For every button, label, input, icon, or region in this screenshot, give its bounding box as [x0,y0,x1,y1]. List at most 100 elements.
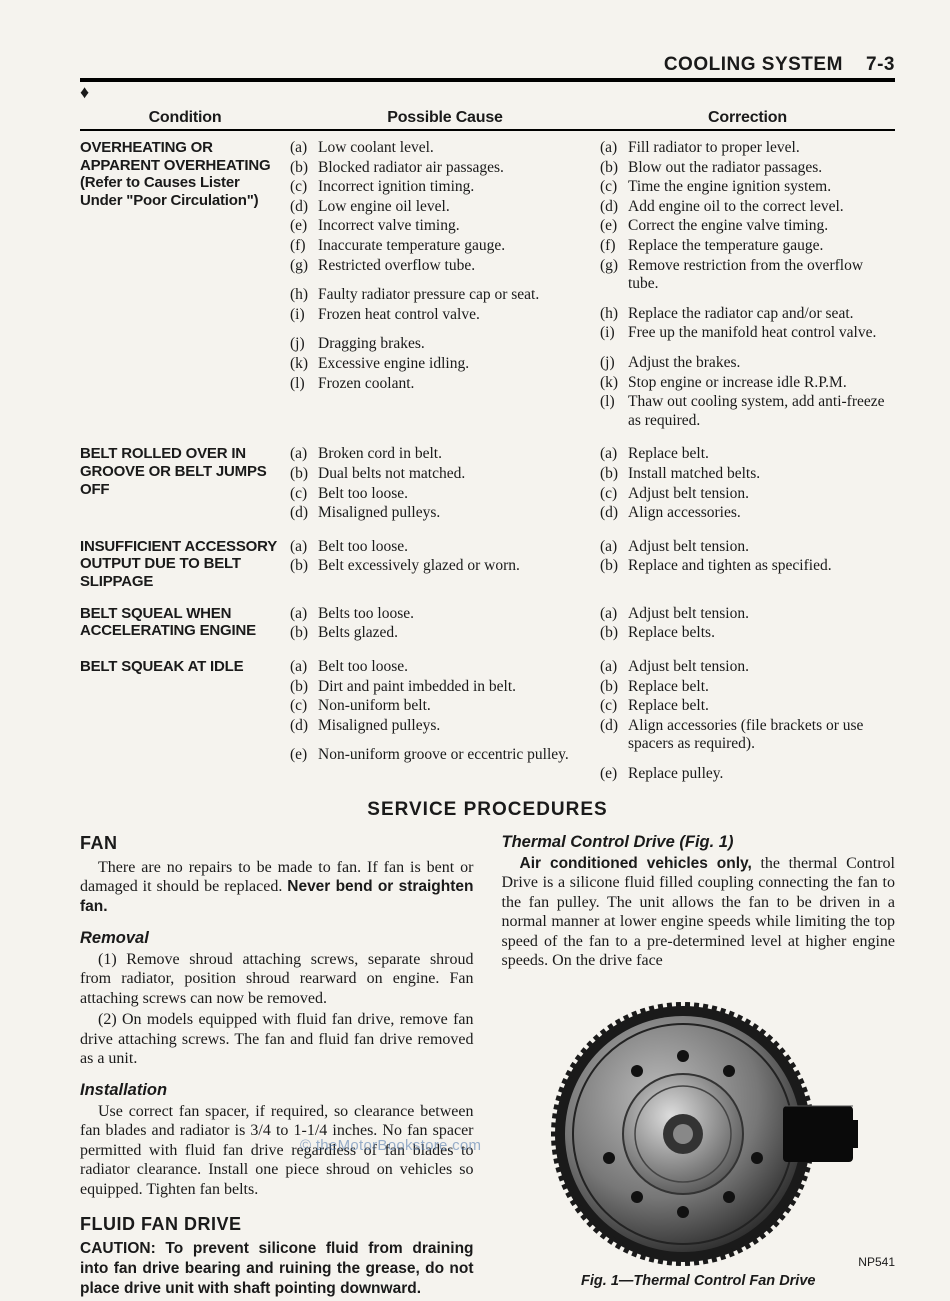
condition-cell: BELT SQUEAL WHEN ACCELERATING ENGINE [80,605,290,644]
trouble-row: INSUFFICIENT ACCESSORY OUTPUT DUE TO BEL… [80,538,895,591]
correction-item: (c)Replace belt. [600,697,895,716]
fluid-fan-drive-heading: FLUID FAN DRIVE [80,1214,474,1235]
correction-item: (i)Free up the manifold heat control val… [600,324,895,343]
correction-item: (d)Add engine oil to the correct level. [600,198,895,217]
correction-item: (e)Correct the engine valve timing. [600,217,895,236]
trouble-row: BELT SQUEAL WHEN ACCELERATING ENGINE(a)B… [80,605,895,644]
correction-cell: (a)Adjust belt tension.(b)Replace and ti… [600,538,895,591]
cause-item: (g)Restricted overflow tube. [290,257,582,276]
condition-cell: BELT SQUEAK AT IDLE [80,658,290,785]
cause-item: (b)Dirt and paint imbedded in belt. [290,678,582,697]
removal-step-1: (1) Remove shroud attaching screws, sepa… [80,950,474,1009]
correction-item: (c)Time the engine ignition system. [600,178,895,197]
correction-item: (a)Adjust belt tension. [600,605,895,624]
trouble-row: BELT ROLLED OVER IN GROOVE OR BELT JUMPS… [80,445,895,523]
cause-item: (i)Frozen heat control valve. [290,306,582,325]
correction-item: (a)Replace belt. [600,445,895,464]
header-diamond-icon: ♦ [80,82,89,103]
correction-item: (a)Adjust belt tension. [600,538,895,557]
removal-step-2: (2) On models equipped with fluid fan dr… [80,1010,474,1069]
condition-cell: OVERHEATING OR APPARENT OVERHEATING (Ref… [80,139,290,431]
correction-cell: (a)Replace belt.(b)Install matched belts… [600,445,895,523]
header-section-label: COOLING SYSTEM 7-3 [656,54,895,76]
cause-item: (b)Belts glazed. [290,624,582,643]
cause-item: (a)Low coolant level. [290,139,582,158]
cause-item: (l)Frozen coolant. [290,375,582,394]
correction-item: (d)Align accessories. [600,504,895,523]
cause-cell: (a)Belts too loose.(b)Belts glazed. [290,605,600,644]
installation-heading: Installation [80,1081,474,1100]
thermal-control-paragraph: Air conditioned vehicles only, the therm… [502,854,896,971]
thermal-control-heading: Thermal Control Drive (Fig. 1) [502,833,896,852]
cause-item: (a)Belts too loose. [290,605,582,624]
correction-item: (b)Install matched belts. [600,465,895,484]
fan-intro-paragraph: There are no repairs to be made to fan. … [80,858,474,917]
cause-item: (f)Inaccurate temperature gauge. [290,237,582,256]
cause-item: (e)Incorrect valve timing. [290,217,582,236]
correction-item: (l)Thaw out cooling system, add anti-fre… [600,393,895,430]
cause-item: (e)Non-uniform groove or eccentric pulle… [290,746,582,765]
cause-item: (j)Dragging brakes. [290,335,582,354]
correction-item: (k)Stop engine or increase idle R.P.M. [600,374,895,393]
fan-heading: FAN [80,833,474,854]
col-header-cause: Possible Cause [290,109,600,127]
correction-cell: (a)Fill radiator to proper level.(b)Blow… [600,139,895,431]
correction-cell: (a)Adjust belt tension.(b)Replace belts. [600,605,895,644]
correction-item: (a)Adjust belt tension. [600,658,895,677]
trouble-row: BELT SQUEAK AT IDLE(a)Belt too loose.(b)… [80,658,895,785]
cause-item: (h)Faulty radiator pressure cap or seat. [290,286,582,305]
cause-cell: (a)Belt too loose.(b)Belt excessively gl… [290,538,600,591]
right-column: Thermal Control Drive (Fig. 1) Air condi… [502,833,896,1301]
troubleshooting-table: OVERHEATING OR APPARENT OVERHEATING (Ref… [80,139,895,785]
condition-cell: BELT ROLLED OVER IN GROOVE OR BELT JUMPS… [80,445,290,523]
cause-cell: (a)Belt too loose.(b)Dirt and paint imbe… [290,658,600,785]
cause-item: (c)Incorrect ignition timing. [290,178,582,197]
trouble-row: OVERHEATING OR APPARENT OVERHEATING (Ref… [80,139,895,431]
section-title: COOLING SYSTEM [664,54,843,75]
correction-item: (j)Adjust the brakes. [600,354,895,373]
correction-item: (g)Remove restriction from the overflow … [600,257,895,294]
cause-item: (c)Non-uniform belt. [290,697,582,716]
left-column: FAN There are no repairs to be made to f… [80,833,474,1301]
correction-item: (b)Replace and tighten as specified. [600,557,895,576]
figure-1: NP541 Fig. 1—Thermal Control Fan Drive [502,979,896,1299]
figure-code: NP541 [858,1255,895,1269]
cause-item: (b)Dual belts not matched. [290,465,582,484]
cause-item: (b)Blocked radiator air passages. [290,159,582,178]
fluid-fan-caution: CAUTION: To prevent silicone fluid from … [80,1239,474,1299]
col-header-correction: Correction [600,109,895,127]
correction-item: (d)Align accessories (file brackets or u… [600,717,895,754]
cause-item: (d)Misaligned pulleys. [290,504,582,523]
removal-heading: Removal [80,929,474,948]
correction-item: (h)Replace the radiator cap and/or seat. [600,305,895,324]
col-header-condition: Condition [80,109,290,127]
service-procedures-body: FAN There are no repairs to be made to f… [80,833,895,1301]
correction-item: (a)Fill radiator to proper level. [600,139,895,158]
cause-item: (k)Excessive engine idling. [290,355,582,374]
correction-item: (c)Adjust belt tension. [600,485,895,504]
watermark: © theMotorBookstore.com [300,1137,481,1154]
condition-cell: INSUFFICIENT ACCESSORY OUTPUT DUE TO BEL… [80,538,290,591]
cause-item: (d)Low engine oil level. [290,198,582,217]
cause-cell: (a)Low coolant level.(b)Blocked radiator… [290,139,600,431]
cause-item: (d)Misaligned pulleys. [290,717,582,736]
correction-item: (b)Blow out the radiator passages. [600,159,895,178]
figure-caption: Fig. 1—Thermal Control Fan Drive [502,1273,896,1289]
page-header: ♦ COOLING SYSTEM 7-3 [80,78,895,103]
cause-item: (b)Belt excessively glazed or worn. [290,557,582,576]
correction-item: (e)Replace pulley. [600,765,895,784]
page-number: 7-3 [866,54,895,75]
cause-item: (a)Belt too loose. [290,658,582,677]
correction-item: (f)Replace the temperature gauge. [600,237,895,256]
correction-item: (b)Replace belt. [600,678,895,697]
service-procedures-heading: SERVICE PROCEDURES [80,799,895,821]
correction-item: (b)Replace belts. [600,624,895,643]
cause-item: (a)Broken cord in belt. [290,445,582,464]
fan-drive-icon [538,979,858,1269]
correction-cell: (a)Adjust belt tension.(b)Replace belt.(… [600,658,895,785]
cause-item: (c)Belt too loose. [290,485,582,504]
cause-cell: (a)Broken cord in belt.(b)Dual belts not… [290,445,600,523]
troubleshooting-column-headers: Condition Possible Cause Correction [80,109,895,131]
cause-item: (a)Belt too loose. [290,538,582,557]
ac-only-label: Air conditioned vehicles only, [520,855,752,872]
